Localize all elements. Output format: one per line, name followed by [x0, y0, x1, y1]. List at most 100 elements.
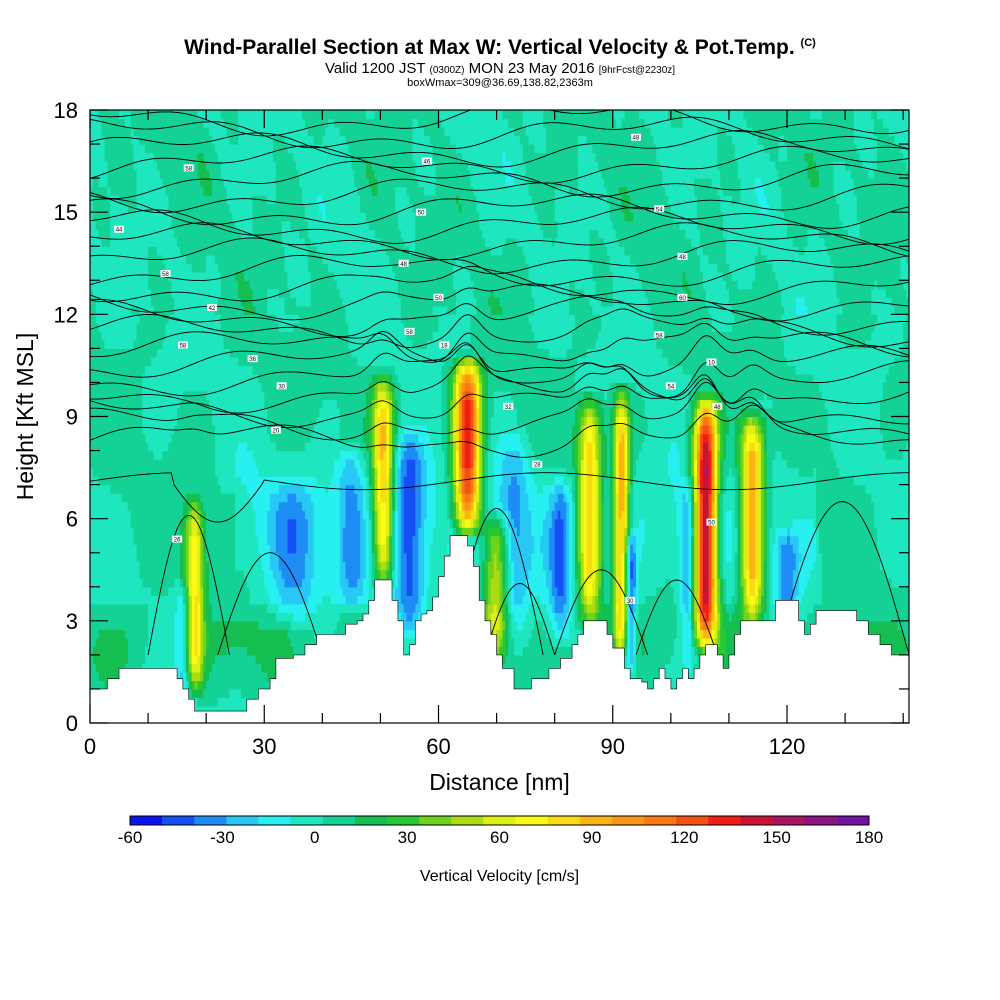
- velocity-cell: [293, 612, 306, 622]
- velocity-cell: [226, 646, 248, 656]
- velocity-cell: [577, 612, 582, 622]
- velocity-cell: [714, 646, 727, 656]
- velocity-cell: [781, 322, 837, 332]
- velocity-cell: [217, 476, 242, 486]
- velocity-cell: [397, 476, 402, 486]
- velocity-cell: [586, 442, 594, 452]
- velocity-cell: [357, 186, 373, 196]
- velocity-cell: [185, 629, 190, 639]
- velocity-cell: [685, 663, 692, 673]
- velocity-cell: [633, 629, 637, 639]
- velocity-cell: [421, 501, 428, 511]
- velocity-cell: [90, 637, 97, 647]
- velocity-cell: [572, 578, 576, 588]
- velocity-cell: [185, 612, 190, 622]
- velocity-cell: [377, 467, 382, 477]
- velocity-cell: [644, 518, 678, 528]
- velocity-cell: [612, 450, 617, 460]
- velocity-cell: [775, 450, 782, 460]
- velocity-cell: [778, 552, 782, 562]
- velocity-cell: [699, 629, 704, 639]
- velocity-cell: [374, 425, 379, 435]
- velocity-cell: [450, 493, 454, 503]
- velocity-cell: [226, 127, 239, 137]
- velocity-cell: [566, 518, 570, 528]
- velocity-cell: [275, 612, 294, 622]
- velocity-cell: [627, 484, 631, 494]
- velocity-cell: [543, 552, 550, 562]
- velocity-cell: [699, 399, 713, 409]
- velocity-cell: [760, 450, 765, 460]
- isentrope-label: 58: [185, 166, 192, 172]
- velocity-cell: [461, 399, 466, 409]
- velocity-cell: [110, 484, 222, 494]
- velocity-cell: [781, 561, 797, 571]
- velocity-cell: [418, 178, 437, 188]
- velocity-cell: [699, 518, 704, 528]
- velocity-cell: [142, 407, 178, 418]
- isentrope-label: 48: [633, 136, 640, 142]
- velocity-cell: [627, 552, 631, 562]
- velocity-cell: [615, 501, 620, 511]
- velocity-cell: [392, 527, 396, 537]
- velocity-cell: [203, 688, 231, 699]
- velocity-cell: [586, 433, 594, 443]
- velocity-cell: [633, 620, 637, 630]
- velocity-cell: [691, 501, 695, 511]
- velocity-cell: [723, 271, 733, 281]
- velocity-cell: [453, 450, 457, 460]
- velocity-cell: [708, 510, 713, 520]
- velocity-cell: [557, 620, 564, 630]
- velocity-cell: [778, 561, 782, 571]
- isentrope-arc: [554, 569, 649, 656]
- velocity-cell: [757, 569, 762, 579]
- velocity-cell: [455, 195, 460, 205]
- velocity-cell: [394, 586, 402, 596]
- velocity-cell: [714, 544, 718, 554]
- velocity-cell: [484, 390, 489, 401]
- velocity-cell: [499, 297, 535, 307]
- velocity-cell: [612, 637, 617, 647]
- velocity-cell: [514, 169, 527, 179]
- velocity-cell: [386, 382, 390, 392]
- velocity-cell: [238, 356, 358, 367]
- velocity-cell: [624, 612, 628, 622]
- velocity-cell: [662, 178, 695, 188]
- velocity-cell: [174, 612, 184, 622]
- velocity-cell: [90, 578, 143, 588]
- velocity-cell: [763, 144, 779, 154]
- velocity-cell: [740, 527, 745, 537]
- velocity-cell: [757, 433, 762, 443]
- velocity-cell: [589, 297, 602, 307]
- velocity-cell: [200, 178, 213, 188]
- velocity-cell: [589, 246, 608, 256]
- velocity-cell: [577, 569, 582, 579]
- velocity-cell: [598, 442, 602, 452]
- velocity-cell: [633, 484, 675, 494]
- velocity-cell: [679, 552, 684, 562]
- velocity-cell: [728, 425, 736, 435]
- velocity-cell: [548, 561, 556, 571]
- velocity-cell: [699, 586, 704, 596]
- velocity-cell: [833, 271, 901, 281]
- velocity-cell: [490, 416, 518, 426]
- velocity-cell: [479, 450, 483, 460]
- velocity-cell: [380, 518, 387, 528]
- velocity-cell: [577, 510, 582, 520]
- velocity-cell: [325, 212, 367, 222]
- velocity-cell: [162, 178, 201, 188]
- velocity-cell: [612, 467, 617, 477]
- velocity-cell: [499, 433, 521, 443]
- velocity-cell: [792, 544, 800, 554]
- velocity-cell: [426, 425, 443, 435]
- velocity-cell: [554, 603, 564, 613]
- velocity-cell: [368, 527, 373, 537]
- velocity-cell: [609, 484, 614, 494]
- velocity-cell: [470, 467, 474, 477]
- velocity-cell: [696, 518, 701, 528]
- colorbar-swatch: [547, 816, 581, 825]
- velocity-cell: [453, 280, 474, 290]
- colorbar: -60 -30 0 30 60 90 120 150 180: [118, 815, 883, 847]
- velocity-cell: [586, 544, 594, 554]
- isentrope-label: 50: [435, 296, 442, 302]
